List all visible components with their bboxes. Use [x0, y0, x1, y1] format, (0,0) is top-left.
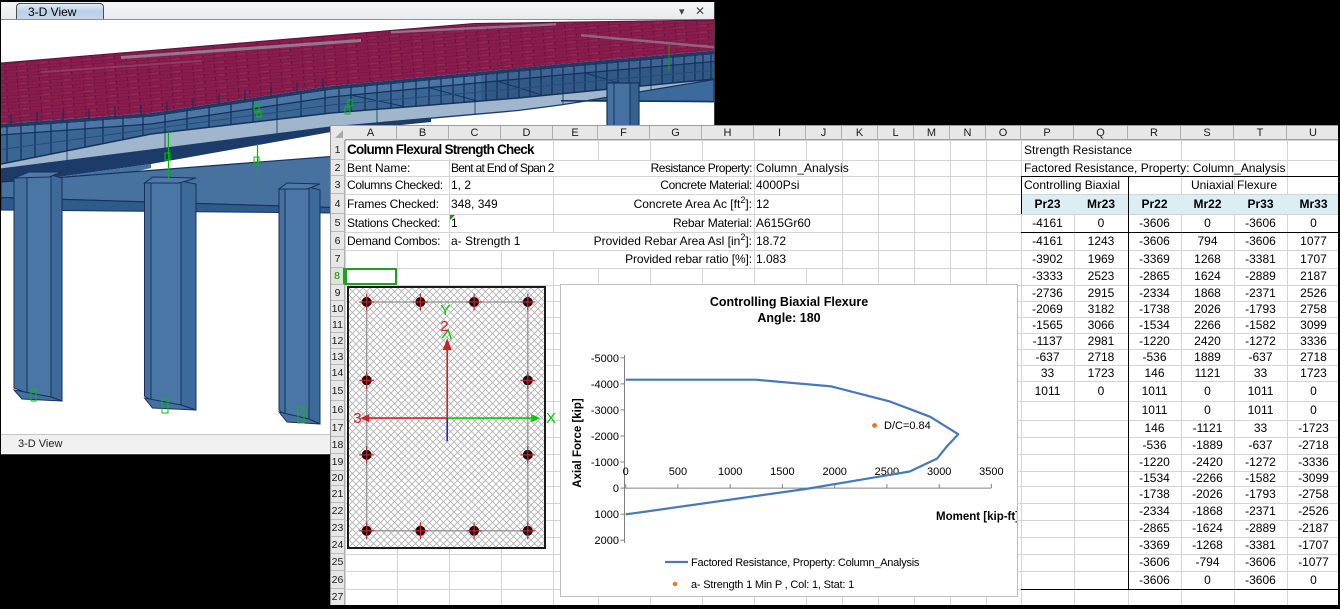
svg-text:-4000: -4000	[591, 379, 619, 391]
svg-text:a- Strength 1 Min P , Col: 1,: a- Strength 1 Min P , Col: 1, Stat: 1	[691, 579, 854, 591]
svg-text:1500: 1500	[770, 466, 794, 478]
svg-text:1000: 1000	[718, 466, 742, 478]
svg-text:Y: Y	[440, 302, 450, 319]
svg-text:1000: 1000	[595, 509, 619, 521]
svg-text:D/C=0.84: D/C=0.84	[884, 420, 931, 432]
svg-text:0: 0	[613, 483, 619, 495]
svg-text:0: 0	[623, 466, 629, 478]
svg-text:2: 2	[440, 318, 448, 335]
svg-text:Controlling Biaxial Flexure: Controlling Biaxial Flexure	[710, 295, 868, 309]
svg-text:-3000: -3000	[591, 405, 619, 417]
svg-text:3: 3	[353, 410, 361, 427]
svg-text:500: 500	[669, 466, 687, 478]
svg-text:2000: 2000	[595, 535, 619, 547]
svg-text:2000: 2000	[822, 466, 846, 478]
svg-text:Angle: 180: Angle: 180	[757, 311, 820, 325]
svg-text:-2000: -2000	[591, 431, 619, 443]
svg-text:-1000: -1000	[591, 457, 619, 469]
svg-text:Factored Resistance, Property:: Factored Resistance, Property: Column_An…	[691, 557, 920, 569]
svg-text:-5000: -5000	[591, 353, 619, 365]
svg-text:3500: 3500	[979, 466, 1003, 478]
svg-text:Moment [kip-ft]: Moment [kip-ft]	[936, 511, 1017, 523]
svg-text:Axial Force [kip]: Axial Force [kip]	[572, 398, 584, 488]
svg-text:3000: 3000	[927, 466, 951, 478]
